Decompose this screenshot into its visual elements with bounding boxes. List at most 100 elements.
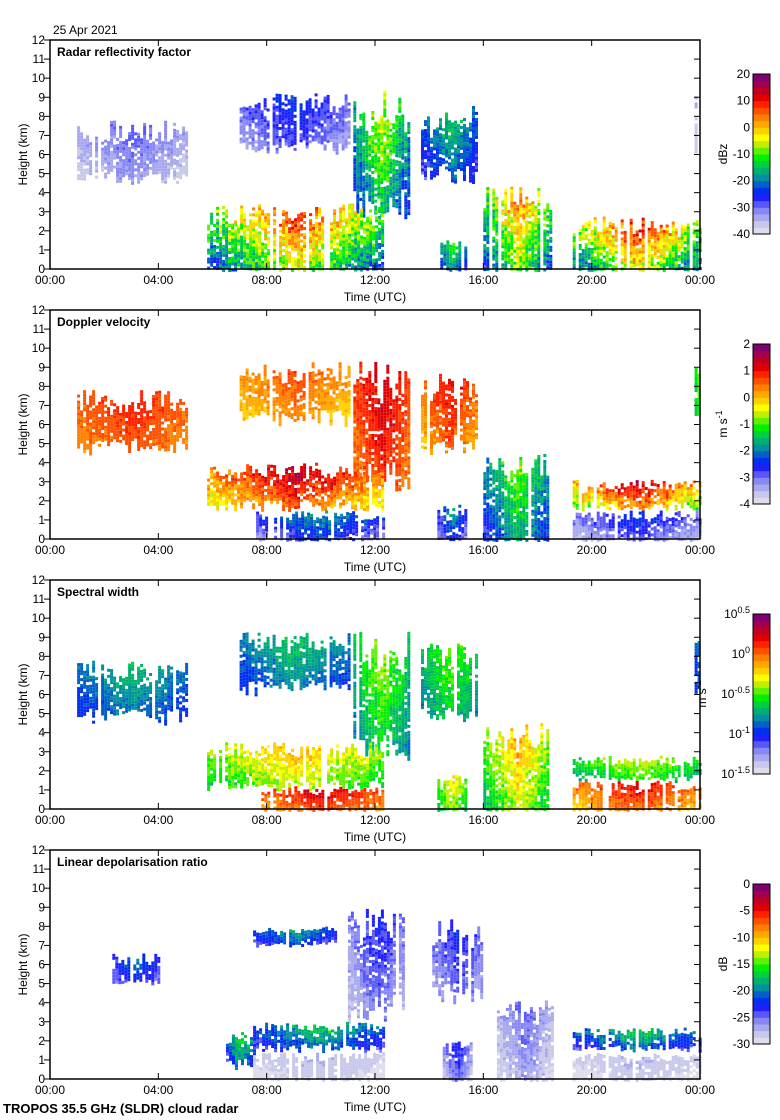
echo-cell <box>629 245 633 249</box>
echo-cell <box>128 441 132 444</box>
echo-cell <box>225 245 229 249</box>
echo-cell <box>320 377 324 381</box>
echo-cell <box>377 413 381 417</box>
echo-cell <box>596 240 600 244</box>
echo-cell <box>492 263 496 267</box>
echo-cell <box>309 261 313 265</box>
echo-cell <box>495 211 499 215</box>
echo-cell <box>452 248 456 252</box>
echo-cell <box>179 161 183 165</box>
echo-cell <box>326 397 330 401</box>
echo-cell <box>318 210 322 214</box>
echo-cell <box>315 228 319 231</box>
echo-cell <box>371 412 375 416</box>
echo-cell <box>668 254 672 258</box>
echo-cell <box>486 262 490 265</box>
echo-cell <box>359 451 363 455</box>
echo-cell <box>173 450 177 453</box>
echo-cell <box>507 240 511 243</box>
echo-cell <box>374 455 378 458</box>
echo-cell <box>113 403 117 407</box>
echo-cell <box>534 220 538 224</box>
echo-cell <box>483 244 487 248</box>
echo-cell <box>457 151 460 155</box>
echo-cell <box>662 253 666 257</box>
echo-cell <box>374 154 378 158</box>
echo-cell <box>245 401 249 405</box>
echo-cell <box>164 120 168 124</box>
echo-cell <box>258 249 262 253</box>
echo-cell <box>237 233 241 237</box>
echo-cell <box>398 109 402 113</box>
echo-cell <box>242 106 246 110</box>
echo-cell <box>258 237 262 241</box>
echo-cell <box>134 174 138 178</box>
echo-cell <box>549 260 553 264</box>
echo-cell <box>333 227 337 231</box>
echo-cell <box>448 162 451 166</box>
echo-cell <box>167 448 171 452</box>
echo-cell <box>436 130 439 134</box>
echo-cell <box>272 403 276 407</box>
echo-cell <box>338 368 342 372</box>
echo-cell <box>354 220 358 224</box>
echo-cell <box>546 233 550 237</box>
echo-cell <box>290 134 294 138</box>
echo-cell <box>421 168 424 172</box>
colorbar-swatch <box>753 187 770 195</box>
echo-cell <box>308 389 312 393</box>
echo-cell <box>299 133 303 137</box>
echo-cell <box>356 194 360 198</box>
echo-cell <box>677 246 681 250</box>
echo-field <box>77 90 702 272</box>
echo-cell <box>407 128 411 132</box>
echo-cell <box>225 230 229 234</box>
echo-cell <box>348 224 352 228</box>
echo-cell <box>242 112 246 116</box>
echo-cell <box>451 143 454 147</box>
echo-cell <box>290 371 294 375</box>
echo-cell <box>167 412 171 416</box>
echo-cell <box>448 156 451 160</box>
echo-cell <box>210 236 214 240</box>
echo-cell <box>332 376 336 380</box>
echo-cell <box>182 165 186 169</box>
echo-cell <box>368 389 372 392</box>
echo-cell <box>309 240 313 244</box>
echo-cell <box>336 227 340 231</box>
echo-cell <box>362 443 366 447</box>
echo-cell <box>264 234 268 238</box>
echo-cell <box>86 434 90 438</box>
echo-cell <box>407 158 411 162</box>
echo-cell <box>342 234 346 238</box>
echo-cell <box>246 228 250 232</box>
echo-cell <box>513 261 517 265</box>
echo-cell <box>356 424 360 427</box>
echo-cell <box>614 226 618 230</box>
echo-cell <box>323 114 327 118</box>
echo-cell <box>333 218 337 222</box>
echo-cell <box>309 222 313 226</box>
echo-cell <box>125 172 129 176</box>
echo-cell <box>581 261 585 265</box>
echo-cell <box>371 457 375 461</box>
echo-cell <box>219 254 223 258</box>
echo-cell <box>243 263 247 267</box>
echo-cell <box>525 196 529 200</box>
echo-cell <box>146 151 150 155</box>
echo-cell <box>692 240 696 244</box>
echo-cell <box>395 124 399 128</box>
echo-cell <box>359 376 363 380</box>
echo-cell <box>362 169 366 173</box>
echo-cell <box>77 144 81 148</box>
echo-cell <box>475 117 478 121</box>
echo-cell <box>381 237 385 241</box>
echo-cell <box>335 393 339 397</box>
echo-cell <box>457 163 460 167</box>
echo-cell <box>242 384 246 388</box>
echo-cell <box>458 256 462 260</box>
echo-cell <box>219 257 223 261</box>
echo-cell <box>531 246 535 250</box>
echo-cell <box>161 153 165 157</box>
echo-cell <box>257 123 261 127</box>
